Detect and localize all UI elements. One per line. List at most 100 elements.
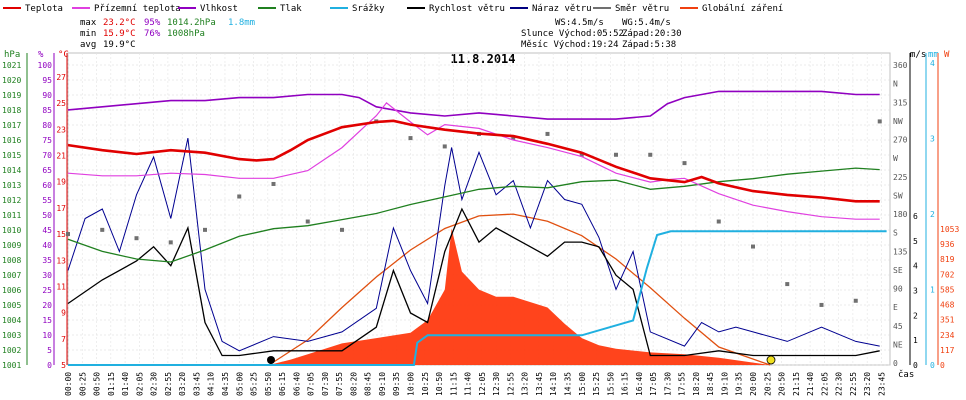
hpa-tick-label: 1020: [2, 76, 21, 85]
x-tick-label: 10:00: [407, 372, 416, 396]
dir-tick-label: 315: [893, 98, 908, 107]
wind-dir-point: [408, 136, 413, 141]
pct-tick-label: 55: [42, 196, 52, 205]
mm-tick-label: 2: [930, 210, 935, 219]
ms-tick-label: 2: [913, 311, 918, 320]
wind-dir-point: [877, 119, 882, 124]
x-tick-label: 05:25: [250, 372, 259, 396]
wind-dir-point: [340, 227, 344, 232]
legend-item-prizemni-teplota: Přízemní teplota: [72, 4, 181, 14]
x-tick-label: 01:15: [107, 372, 116, 396]
dir-tick-label: SW: [893, 191, 903, 200]
dir-tick-label: E: [893, 303, 898, 312]
x-tick-label: 08:45: [364, 372, 373, 396]
left-axes: 1021102010191018101710161015101410131012…: [2, 53, 68, 370]
dir-tick-label: SE: [893, 266, 903, 275]
x-tick-label: 07:55: [335, 372, 344, 396]
mm-tick-label: 3: [930, 135, 935, 144]
legend-label: Směr větru: [615, 4, 669, 14]
rain-line: [68, 230, 887, 366]
x-tick-label: 13:45: [535, 372, 544, 396]
x-tick-label: 07:05: [307, 372, 316, 396]
legend-label: Srážky: [352, 4, 385, 14]
pct-tick-label: 0: [47, 361, 52, 370]
pct-tick-label: 90: [42, 91, 52, 100]
legend-label: Vlhkost: [200, 4, 238, 14]
hpa-tick-label: 1016: [2, 136, 21, 145]
x-tick-label: 02:05: [135, 372, 144, 396]
moonrise-marker: [766, 355, 776, 365]
pct-tick-label: 50: [42, 211, 52, 220]
stats-max-rain: 1.8mm: [228, 18, 255, 28]
wind-dir-point: [819, 302, 824, 307]
x-tick-label: 04:10: [207, 372, 216, 396]
w-tick-label: 702: [940, 270, 955, 279]
x-tick-label: 20:25: [763, 372, 772, 396]
legend-label: Rychlost větru: [429, 4, 505, 14]
c-tick-label: 25: [56, 99, 66, 108]
c-tick-label: 27: [56, 73, 66, 82]
hpa-tick-label: 1015: [2, 151, 21, 160]
c-tick-label: 7: [61, 335, 66, 344]
ms-tick-label: 4: [913, 262, 918, 271]
x-tick-label: 05:00: [235, 372, 244, 396]
pct-tick-label: 35: [42, 256, 52, 265]
x-tick-label: 06:40: [292, 372, 301, 396]
astro-sun: Slunce Východ:05:52: [521, 29, 624, 39]
x-tick-label: 09:10: [378, 372, 387, 396]
legend-label: Tlak: [280, 4, 302, 14]
hpa-tick-label: 1011: [2, 211, 21, 220]
x-tick-label: 16:40: [635, 372, 644, 396]
dir-tick-label: W: [893, 154, 898, 163]
x-tick-label: 08:20: [349, 372, 358, 396]
x-tick-label: 00:00: [64, 372, 73, 396]
dir-tick-label: 180: [893, 210, 908, 219]
w-tick-label: 0: [940, 361, 945, 370]
pct-tick-label: 70: [42, 151, 52, 160]
x-tick-label: 20:50: [778, 372, 787, 396]
dir-tick-label: NW: [893, 117, 903, 126]
x-tick-label: 14:10: [549, 372, 558, 396]
stats-avg-label: avg: [80, 40, 96, 50]
x-tick-label: 15:00: [578, 372, 587, 396]
x-tick-label: 17:30: [663, 372, 672, 396]
mm-tick-label: 1: [930, 286, 935, 295]
w-tick-label: 468: [940, 301, 955, 310]
hpa-tick-label: 1009: [2, 241, 21, 250]
x-tick-label: 06:15: [278, 372, 287, 396]
ground-temp-line: [67, 102, 880, 220]
legend-item-vlhkost: Vlhkost: [178, 4, 238, 14]
pct-tick-label: 75: [42, 136, 52, 145]
hpa-tick-label: 1017: [2, 121, 21, 130]
mm-tick-label: 4: [930, 59, 935, 68]
astro-moon-set: Západ:5:38: [622, 40, 676, 50]
dir-tick-label: N: [893, 80, 898, 89]
ms-tick-label: 6: [913, 212, 918, 221]
x-tick-label: 03:45: [192, 372, 201, 396]
hpa-tick-label: 1006: [2, 286, 21, 295]
x-tick-label: 21:15: [792, 372, 801, 396]
x-tick-label: 19:35: [735, 372, 744, 396]
legend-item-naraz-vetru: Náraz větru: [510, 4, 592, 14]
pct-tick-label: 65: [42, 166, 52, 175]
w-tick-label: 234: [940, 331, 955, 340]
w-tick-label: 819: [940, 255, 955, 264]
x-tick-label: 17:55: [678, 372, 687, 396]
ms-tick-label: 1: [913, 336, 918, 345]
x-tick-label: 21:40: [806, 372, 815, 396]
stats-max-hum: 95%: [144, 18, 161, 28]
x-tick-label: 02:55: [164, 372, 173, 396]
pct-tick-label: 100: [38, 61, 53, 70]
x-tick-label: 19:10: [720, 372, 729, 396]
c-tick-label: 23: [56, 125, 66, 134]
c-tick-label: 21: [56, 152, 66, 161]
x-tick-label: 00:50: [93, 372, 102, 396]
legend-label: Náraz větru: [532, 4, 592, 14]
hpa-tick-label: 1021: [2, 61, 21, 70]
dir-tick-label: S: [893, 229, 898, 238]
x-unit-label: čas: [898, 369, 914, 380]
dir-tick-label: 0: [893, 359, 898, 368]
hpa-tick-label: 1014: [2, 166, 21, 175]
x-tick-label: 03:20: [178, 372, 187, 396]
pct-tick-label: 20: [42, 301, 52, 310]
